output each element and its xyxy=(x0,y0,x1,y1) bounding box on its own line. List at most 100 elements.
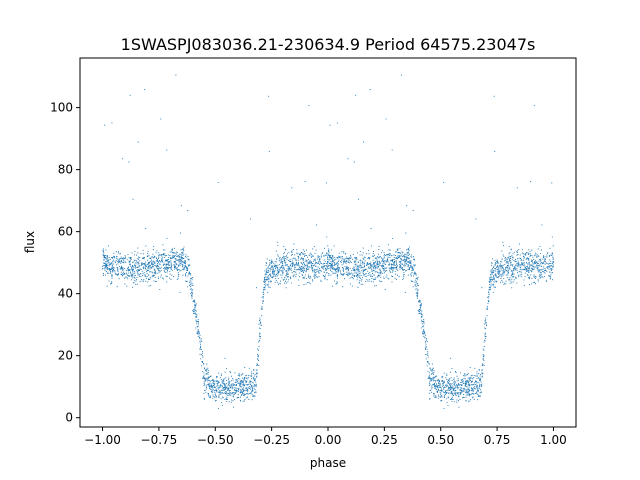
data-point xyxy=(208,385,210,388)
data-point xyxy=(366,263,369,265)
data-point xyxy=(242,377,244,379)
data-point xyxy=(234,387,236,389)
data-point xyxy=(157,270,159,272)
data-point xyxy=(499,263,502,265)
data-point xyxy=(356,252,358,254)
data-point xyxy=(140,264,142,266)
data-point xyxy=(407,251,409,253)
data-point xyxy=(349,277,351,279)
data-point xyxy=(337,264,339,266)
data-point xyxy=(175,258,177,260)
data-point xyxy=(516,267,518,269)
data-point xyxy=(474,367,476,369)
data-point xyxy=(349,283,351,285)
data-point xyxy=(241,386,243,388)
data-point xyxy=(150,257,152,259)
data-point xyxy=(357,271,359,273)
data-point xyxy=(124,255,126,257)
data-point xyxy=(334,270,336,272)
data-point xyxy=(281,270,283,272)
data-point xyxy=(136,261,138,263)
data-point xyxy=(237,389,240,391)
data-point xyxy=(297,261,300,263)
data-point xyxy=(120,266,123,269)
data-point xyxy=(414,264,416,266)
data-point xyxy=(181,263,184,265)
data-point xyxy=(274,260,276,262)
data-point xyxy=(219,394,221,396)
data-point xyxy=(489,279,491,281)
data-point xyxy=(483,323,485,325)
data-point xyxy=(151,276,153,278)
data-point xyxy=(379,272,381,274)
data-point xyxy=(144,275,146,278)
data-point xyxy=(255,369,257,371)
data-point xyxy=(129,260,131,262)
data-point xyxy=(533,274,535,276)
data-point xyxy=(432,373,435,376)
data-point xyxy=(268,277,270,279)
data-point xyxy=(165,263,167,265)
data-point xyxy=(495,268,497,270)
data-point xyxy=(249,383,251,386)
data-point xyxy=(284,263,286,265)
data-point xyxy=(469,367,471,369)
data-point xyxy=(528,249,530,251)
data-point xyxy=(322,263,324,265)
data-point xyxy=(137,247,139,249)
data-point xyxy=(180,205,182,207)
data-point xyxy=(243,391,245,393)
data-point xyxy=(116,286,118,288)
data-point xyxy=(376,271,378,273)
data-point xyxy=(473,383,475,385)
data-point xyxy=(346,261,348,263)
data-point xyxy=(336,274,338,276)
data-point xyxy=(478,386,480,388)
data-point xyxy=(413,273,415,275)
data-point xyxy=(463,394,465,396)
data-point xyxy=(108,265,110,267)
data-point xyxy=(267,266,269,269)
data-point xyxy=(520,276,522,278)
data-point xyxy=(327,264,329,266)
data-point xyxy=(410,266,412,268)
data-point xyxy=(389,256,391,259)
data-point xyxy=(423,332,426,334)
data-point xyxy=(529,253,531,255)
data-point xyxy=(376,262,378,264)
data-point xyxy=(342,274,344,276)
data-point xyxy=(276,272,278,274)
data-point xyxy=(424,337,426,339)
data-point xyxy=(214,393,216,395)
data-point xyxy=(226,382,228,385)
data-point xyxy=(218,380,220,382)
data-point xyxy=(151,262,153,264)
data-point xyxy=(206,370,208,372)
data-point xyxy=(250,371,253,373)
data-point xyxy=(302,258,304,260)
data-point xyxy=(395,268,397,270)
data-point xyxy=(474,381,477,383)
data-point xyxy=(503,283,505,286)
data-point xyxy=(156,265,158,267)
data-point xyxy=(402,259,404,261)
data-point xyxy=(368,253,370,255)
data-point xyxy=(117,260,119,263)
data-point xyxy=(134,259,136,262)
data-point xyxy=(237,394,239,396)
data-point xyxy=(356,279,358,281)
data-point xyxy=(437,382,440,384)
data-point xyxy=(449,398,451,400)
data-point xyxy=(195,314,197,316)
data-point xyxy=(535,259,537,261)
data-point xyxy=(412,268,414,270)
data-point xyxy=(174,262,176,264)
data-point xyxy=(126,258,128,260)
data-point xyxy=(310,255,312,257)
data-point xyxy=(482,358,484,360)
data-point xyxy=(183,249,185,251)
data-point xyxy=(166,149,168,151)
data-point xyxy=(316,258,318,260)
data-point xyxy=(261,308,263,310)
data-point xyxy=(134,267,136,269)
